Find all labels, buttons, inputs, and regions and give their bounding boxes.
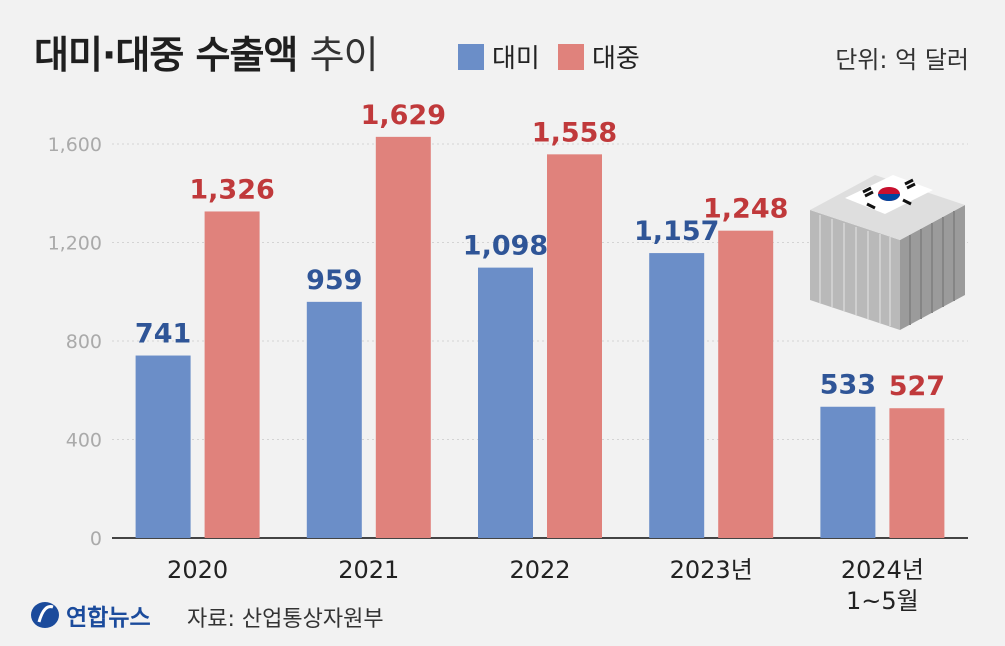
data-label: 741: [135, 319, 191, 350]
data-label: 1,629: [361, 100, 446, 131]
bar: [478, 267, 533, 538]
unit-label: 단위: 억 달러: [835, 46, 969, 74]
x-tick-label: 1~5월: [846, 587, 919, 615]
korea-flag-container-icon: [810, 175, 965, 330]
y-tick-label: 1,600: [48, 134, 102, 156]
bar: [306, 301, 362, 538]
y-tick-label: 1,200: [48, 233, 102, 255]
legend-item-us: 대미: [458, 38, 540, 75]
data-label: 1,248: [703, 194, 788, 225]
y-tick-label: 800: [66, 331, 102, 353]
data-label: 1,157: [634, 216, 719, 247]
y-tick-label: 400: [66, 430, 102, 452]
bar: [375, 136, 431, 538]
bar: [889, 408, 945, 538]
bar: [547, 154, 602, 538]
bar: [718, 230, 774, 538]
legend-item-china: 대중: [558, 38, 640, 75]
data-label: 1,558: [532, 117, 617, 148]
x-tick-label: 2023년: [670, 556, 753, 584]
y-tick-label: 0: [90, 528, 102, 550]
data-label: 527: [889, 371, 945, 402]
data-label: 959: [306, 265, 362, 296]
legend-label-us: 대미: [492, 44, 540, 74]
data-label: 1,326: [189, 174, 274, 205]
title-light: 추이: [309, 33, 379, 77]
bar: [649, 253, 705, 538]
x-tick-label: 2020: [167, 556, 228, 584]
x-tick-label: 2024년: [841, 556, 924, 584]
data-label: 533: [820, 370, 876, 401]
data-label: 1,098: [463, 231, 548, 262]
legend-swatch-china: [558, 43, 584, 70]
logo-text: 연합뉴스: [66, 605, 151, 631]
chart-title: 대미·대중 수출액 추이: [34, 24, 379, 79]
legend-label-china: 대중: [592, 44, 640, 74]
yonhap-logo: 연합뉴스: [30, 598, 151, 632]
yonhap-logo-icon: [31, 602, 59, 628]
bar: [820, 406, 876, 538]
title-bold: 대미·대중 수출액: [34, 33, 298, 77]
bar: [135, 355, 191, 538]
bar: [204, 211, 260, 538]
legend-swatch-us: [458, 43, 484, 70]
source-label: 자료: 산업통상자원부: [187, 607, 384, 632]
x-tick-label: 2022: [509, 556, 570, 584]
x-tick-label: 2021: [338, 556, 399, 584]
